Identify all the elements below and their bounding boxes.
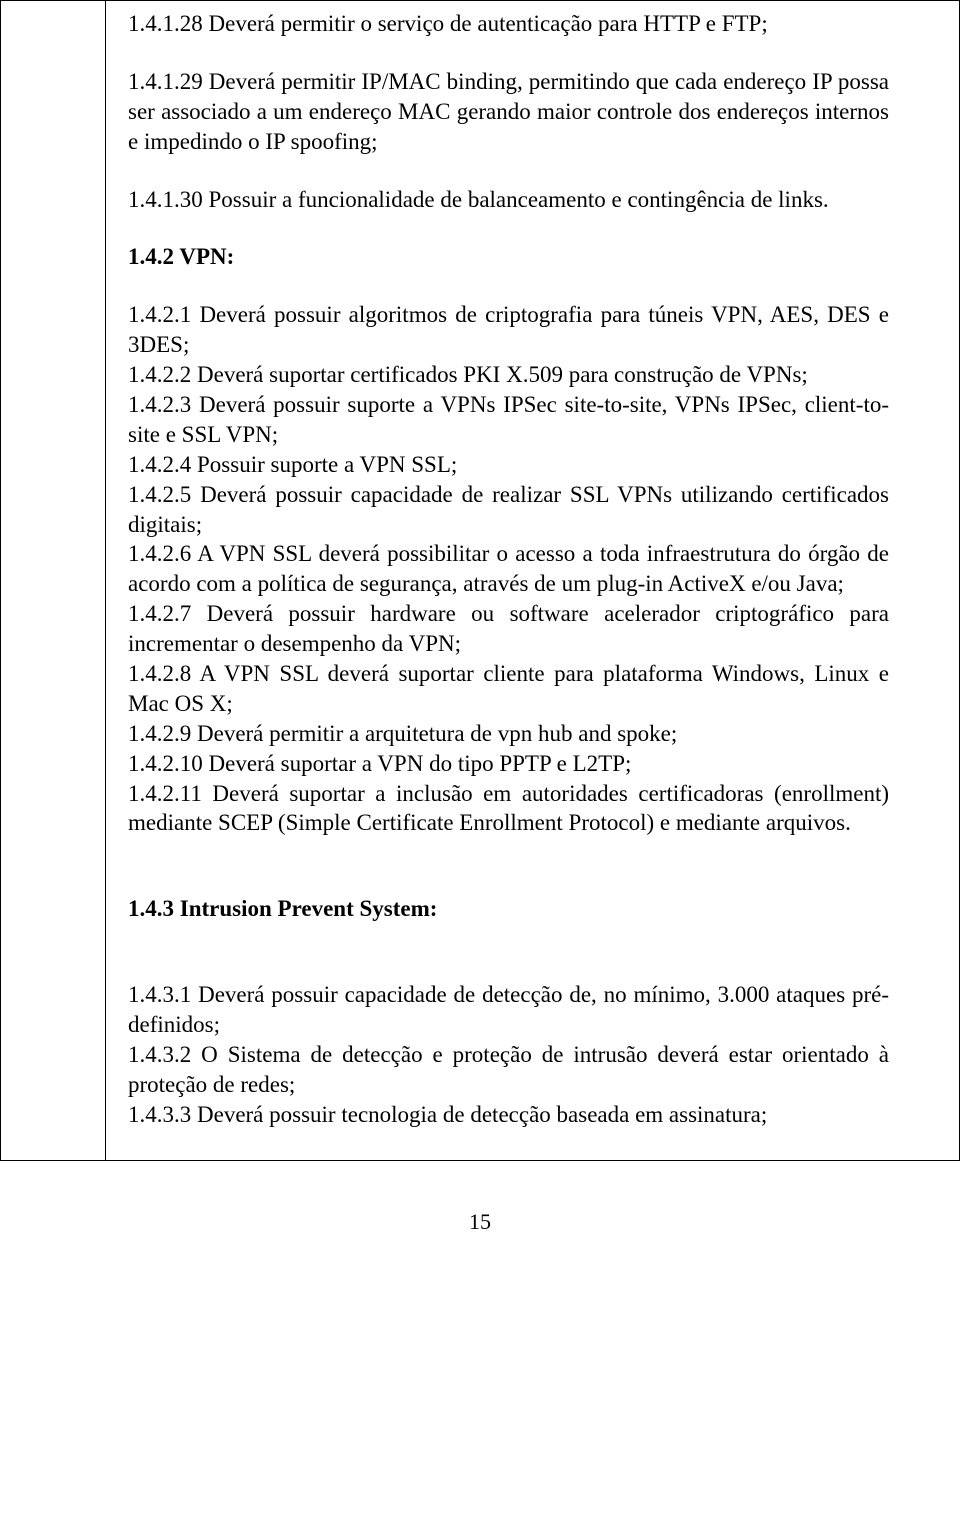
page: 1.4.1.28 Deverá permitir o serviço de au… [0, 0, 960, 1539]
content-cell: 1.4.1.28 Deverá permitir o serviço de au… [106, 1, 960, 1161]
layout-table: 1.4.1.28 Deverá permitir o serviço de au… [0, 0, 960, 1161]
item-1-4-1-30: 1.4.1.30 Possuir a funcionalidade de bal… [128, 185, 889, 215]
item-1-4-1-29: 1.4.1.29 Deverá permitir IP/MAC binding,… [128, 67, 889, 157]
heading-1-4-3-ips: 1.4.3 Intrusion Prevent System: [128, 894, 889, 924]
item-1-4-2-7: 1.4.2.7 Deverá possuir hardware ou softw… [128, 599, 889, 659]
item-1-4-2-8: 1.4.2.8 A VPN SSL deverá suportar client… [128, 659, 889, 719]
item-1-4-2-6: 1.4.2.6 A VPN SSL deverá possibilitar o … [128, 539, 889, 599]
document-body: 1.4.1.28 Deverá permitir o serviço de au… [128, 9, 889, 1130]
item-1-4-2-2: 1.4.2.2 Deverá suportar certificados PKI… [128, 360, 889, 390]
item-1-4-3-2: 1.4.3.2 O Sistema de detecção e proteção… [128, 1040, 889, 1100]
item-1-4-2-1: 1.4.2.1 Deverá possuir algoritmos de cri… [128, 300, 889, 360]
item-1-4-3-3: 1.4.3.3 Deverá possuir tecnologia de det… [128, 1100, 889, 1130]
item-1-4-2-4: 1.4.2.4 Possuir suporte a VPN SSL; [128, 450, 889, 480]
item-1-4-2-5: 1.4.2.5 Deverá possuir capacidade de rea… [128, 480, 889, 540]
item-1-4-2-9: 1.4.2.9 Deverá permitir a arquitetura de… [128, 719, 889, 749]
left-margin-cell [1, 1, 106, 1161]
item-1-4-1-28: 1.4.1.28 Deverá permitir o serviço de au… [128, 9, 889, 39]
item-1-4-2-11: 1.4.2.11 Deverá suportar a inclusão em a… [128, 779, 889, 839]
heading-1-4-2-vpn: 1.4.2 VPN: [128, 242, 889, 272]
item-1-4-2-3: 1.4.2.3 Deverá possuir suporte a VPNs IP… [128, 390, 889, 450]
item-1-4-2-10: 1.4.2.10 Deverá suportar a VPN do tipo P… [128, 749, 889, 779]
item-1-4-3-1: 1.4.3.1 Deverá possuir capacidade de det… [128, 980, 889, 1040]
page-number: 15 [0, 1209, 960, 1235]
